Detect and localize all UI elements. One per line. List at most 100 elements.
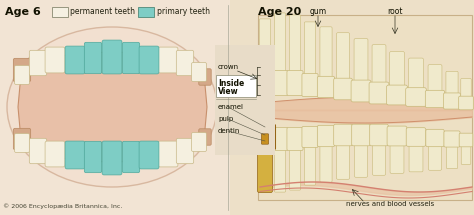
FancyBboxPatch shape [447, 144, 457, 169]
Text: dentin: dentin [218, 128, 240, 134]
FancyBboxPatch shape [459, 133, 473, 147]
FancyBboxPatch shape [45, 141, 65, 167]
FancyBboxPatch shape [334, 78, 352, 100]
Bar [216, 75, 256, 97]
FancyBboxPatch shape [65, 141, 85, 169]
Polygon shape [18, 52, 207, 107]
FancyBboxPatch shape [84, 141, 102, 173]
FancyBboxPatch shape [426, 129, 444, 147]
FancyBboxPatch shape [15, 66, 29, 84]
Text: Age 6: Age 6 [5, 7, 41, 17]
FancyBboxPatch shape [274, 13, 286, 73]
FancyBboxPatch shape [122, 42, 140, 74]
Text: gum: gum [310, 7, 327, 16]
FancyBboxPatch shape [317, 76, 335, 98]
FancyBboxPatch shape [387, 126, 407, 146]
FancyBboxPatch shape [139, 46, 159, 74]
FancyBboxPatch shape [370, 124, 388, 146]
FancyBboxPatch shape [406, 88, 426, 106]
Text: Inside: Inside [218, 80, 244, 89]
FancyBboxPatch shape [461, 144, 471, 164]
FancyBboxPatch shape [289, 148, 301, 190]
Bar [52, 7, 68, 17]
FancyBboxPatch shape [29, 138, 46, 164]
FancyBboxPatch shape [158, 47, 178, 73]
Text: primary teeth: primary teeth [157, 8, 210, 17]
FancyBboxPatch shape [406, 128, 426, 146]
FancyBboxPatch shape [65, 46, 85, 74]
FancyBboxPatch shape [158, 141, 178, 167]
FancyBboxPatch shape [334, 124, 352, 146]
FancyBboxPatch shape [287, 127, 303, 150]
FancyBboxPatch shape [274, 148, 286, 192]
FancyBboxPatch shape [351, 80, 371, 102]
FancyBboxPatch shape [255, 124, 275, 150]
FancyBboxPatch shape [122, 141, 140, 173]
Polygon shape [18, 107, 207, 162]
FancyBboxPatch shape [317, 125, 335, 147]
FancyBboxPatch shape [139, 141, 159, 169]
FancyBboxPatch shape [320, 27, 332, 79]
FancyBboxPatch shape [337, 143, 349, 179]
FancyBboxPatch shape [373, 143, 385, 175]
FancyBboxPatch shape [387, 85, 408, 105]
FancyBboxPatch shape [257, 74, 273, 97]
Text: © 2006 Encyclopædia Britannica, Inc.: © 2006 Encyclopædia Britannica, Inc. [3, 203, 122, 209]
FancyBboxPatch shape [258, 144, 273, 192]
FancyBboxPatch shape [176, 138, 194, 164]
Ellipse shape [7, 27, 217, 187]
Bar [230, 0, 474, 215]
FancyBboxPatch shape [444, 93, 461, 109]
Text: permanent teeth: permanent teeth [70, 8, 135, 17]
FancyBboxPatch shape [355, 143, 367, 177]
FancyBboxPatch shape [102, 40, 122, 74]
Text: View: View [218, 88, 238, 97]
FancyBboxPatch shape [390, 143, 404, 173]
FancyBboxPatch shape [461, 78, 471, 98]
FancyBboxPatch shape [425, 90, 445, 108]
FancyBboxPatch shape [272, 71, 288, 95]
FancyBboxPatch shape [84, 42, 102, 74]
FancyBboxPatch shape [304, 22, 316, 76]
Polygon shape [258, 110, 472, 200]
Bar [0, 0, 230, 215]
FancyBboxPatch shape [13, 128, 31, 150]
FancyBboxPatch shape [257, 126, 273, 147]
FancyBboxPatch shape [302, 126, 318, 147]
FancyBboxPatch shape [289, 15, 301, 73]
FancyBboxPatch shape [446, 71, 458, 96]
FancyBboxPatch shape [191, 63, 207, 81]
FancyBboxPatch shape [259, 19, 271, 76]
FancyBboxPatch shape [199, 69, 211, 85]
FancyBboxPatch shape [428, 144, 441, 170]
FancyBboxPatch shape [409, 58, 423, 91]
FancyBboxPatch shape [45, 47, 65, 73]
FancyBboxPatch shape [272, 127, 288, 150]
FancyBboxPatch shape [444, 131, 460, 147]
FancyBboxPatch shape [428, 65, 442, 93]
FancyBboxPatch shape [459, 96, 474, 110]
FancyBboxPatch shape [409, 143, 423, 172]
FancyBboxPatch shape [390, 52, 404, 88]
FancyBboxPatch shape [15, 134, 29, 152]
FancyBboxPatch shape [13, 58, 31, 82]
FancyBboxPatch shape [287, 71, 303, 95]
Bar [138, 7, 154, 17]
FancyBboxPatch shape [29, 50, 46, 76]
Text: pulp: pulp [218, 116, 233, 122]
FancyBboxPatch shape [369, 82, 389, 104]
FancyBboxPatch shape [191, 133, 207, 151]
Bar [215, 45, 275, 155]
FancyBboxPatch shape [354, 39, 368, 83]
Polygon shape [258, 15, 472, 110]
FancyBboxPatch shape [352, 124, 370, 146]
Text: enamel: enamel [218, 104, 244, 110]
Text: Age 20: Age 20 [258, 7, 301, 17]
FancyBboxPatch shape [320, 144, 332, 182]
Text: nerves and blood vessels: nerves and blood vessels [346, 201, 434, 207]
FancyBboxPatch shape [372, 45, 386, 85]
Text: crown: crown [218, 64, 239, 70]
FancyBboxPatch shape [199, 129, 211, 145]
FancyBboxPatch shape [304, 145, 316, 185]
Text: root: root [387, 7, 403, 16]
